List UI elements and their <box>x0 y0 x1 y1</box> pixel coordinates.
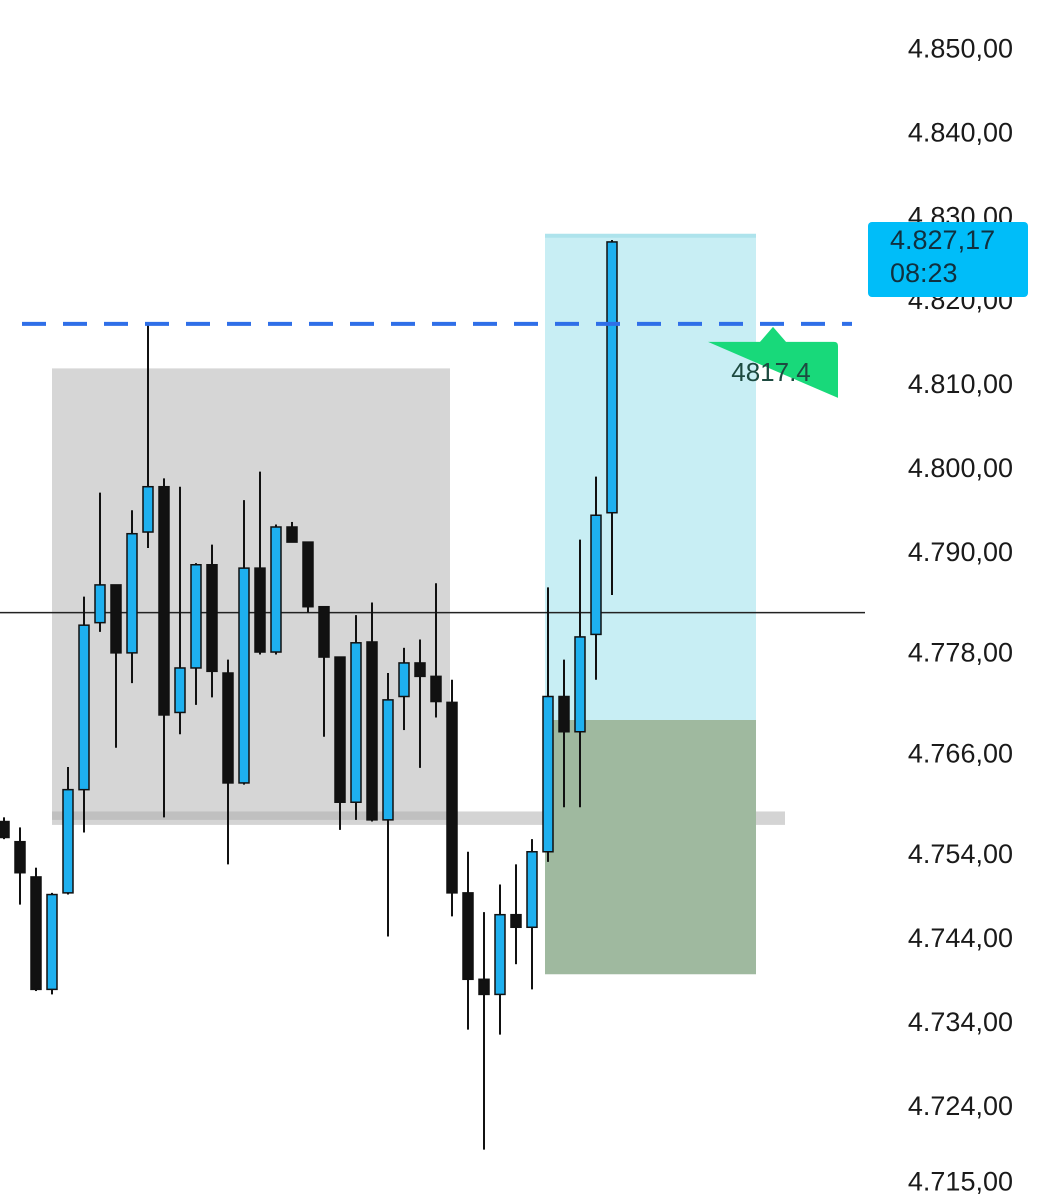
last-price-label: 4.827,17 <box>890 225 995 255</box>
candle-body <box>158 485 170 716</box>
candle-body <box>14 840 26 874</box>
candle-body <box>30 876 42 991</box>
candle-body <box>398 662 410 698</box>
candle-body <box>526 850 538 929</box>
candle-body <box>334 656 346 803</box>
candle-body <box>0 820 10 839</box>
candle-body <box>126 532 138 654</box>
candle-body <box>510 913 522 929</box>
candle-body <box>110 584 122 654</box>
candle-body <box>94 584 106 624</box>
candle-body <box>190 564 202 669</box>
candle-body <box>78 624 90 791</box>
candle-body <box>318 605 330 658</box>
candle-body <box>62 788 74 894</box>
candle-body <box>606 241 618 514</box>
y-tick-label: 4.778,00 <box>908 638 1013 668</box>
candle-body <box>590 514 602 636</box>
candle-body <box>574 636 586 733</box>
candle-body <box>542 695 554 853</box>
candle-body <box>350 642 362 803</box>
alert-label: 4817.4 <box>731 357 811 387</box>
candle-body <box>286 526 298 543</box>
candle-body <box>558 695 570 733</box>
y-tick-label: 4.810,00 <box>908 369 1013 399</box>
candle-body <box>206 564 218 673</box>
candle-body <box>478 978 490 996</box>
candle-body <box>366 641 378 821</box>
last-price-box <box>868 222 1028 297</box>
y-tick-label: 4.754,00 <box>908 839 1013 869</box>
candle-body <box>462 892 474 981</box>
y-tick-label: 4.744,00 <box>908 923 1013 953</box>
candle-body <box>222 672 234 784</box>
candle-body <box>494 913 506 996</box>
candle-body <box>142 485 154 533</box>
candle-body <box>446 701 458 894</box>
candle-body <box>254 567 266 653</box>
countdown-label: 08:23 <box>890 258 958 288</box>
y-tick-label: 4.840,00 <box>908 117 1013 147</box>
y-tick-label: 4.850,00 <box>908 33 1013 63</box>
candle-body <box>270 526 282 653</box>
alert-label-bg <box>708 326 838 398</box>
candle-body <box>302 541 314 608</box>
candle-body <box>238 567 250 784</box>
y-tick-label: 4.800,00 <box>908 453 1013 483</box>
y-tick-label: 4.715,00 <box>908 1166 1013 1196</box>
candle-body <box>430 675 442 703</box>
candle-body <box>382 699 394 821</box>
y-tick-label: 4.766,00 <box>908 738 1013 768</box>
candle-body <box>414 662 426 678</box>
zone <box>545 720 756 975</box>
y-tick-label: 4.724,00 <box>908 1091 1013 1121</box>
candle-body <box>46 893 58 991</box>
y-tick-label: 4.790,00 <box>908 537 1013 567</box>
candle-body <box>174 667 186 714</box>
y-tick-label: 4.734,00 <box>908 1007 1013 1037</box>
